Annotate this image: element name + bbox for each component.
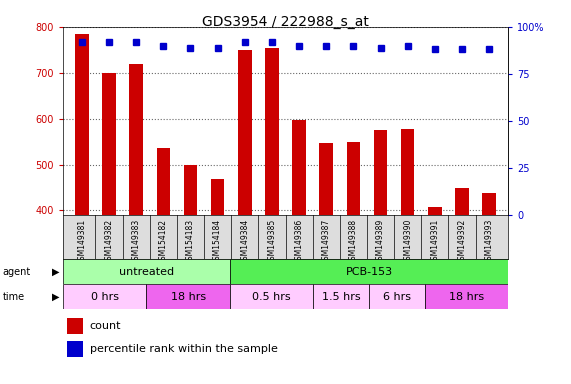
Text: ▶: ▶: [53, 266, 60, 277]
Bar: [401, 129, 415, 215]
Text: GSM149383: GSM149383: [132, 218, 140, 265]
Text: GSM149389: GSM149389: [376, 218, 385, 265]
Text: count: count: [90, 321, 121, 331]
Text: GSM154182: GSM154182: [159, 218, 168, 265]
Bar: [184, 165, 197, 215]
Text: GSM149391: GSM149391: [431, 218, 439, 265]
Bar: [313, 284, 369, 309]
Bar: [369, 284, 425, 309]
Bar: [482, 193, 496, 215]
Bar: [102, 73, 116, 215]
Text: GSM149384: GSM149384: [240, 218, 250, 265]
Text: percentile rank within the sample: percentile rank within the sample: [90, 344, 278, 354]
Bar: [67, 318, 83, 334]
Text: untreated: untreated: [119, 266, 174, 277]
Bar: [238, 50, 252, 215]
Text: GSM154184: GSM154184: [213, 218, 222, 265]
Bar: [211, 179, 224, 215]
Text: ▶: ▶: [53, 291, 60, 302]
Bar: [75, 34, 89, 215]
Text: 0 hrs: 0 hrs: [91, 291, 119, 302]
Bar: [146, 284, 230, 309]
Bar: [230, 259, 508, 284]
Text: GSM154183: GSM154183: [186, 218, 195, 265]
Text: GSM149381: GSM149381: [77, 218, 86, 265]
Text: 0.5 hrs: 0.5 hrs: [252, 291, 291, 302]
Bar: [63, 259, 230, 284]
Bar: [130, 64, 143, 215]
Bar: [67, 341, 83, 357]
Text: GSM149390: GSM149390: [403, 218, 412, 265]
Text: 6 hrs: 6 hrs: [383, 291, 411, 302]
Text: GSM149386: GSM149386: [295, 218, 304, 265]
Bar: [265, 48, 279, 215]
Bar: [455, 187, 469, 215]
Bar: [374, 130, 387, 215]
Bar: [63, 284, 146, 309]
Text: GSM149387: GSM149387: [321, 218, 331, 265]
Bar: [292, 119, 306, 215]
Text: PCB-153: PCB-153: [345, 266, 393, 277]
Bar: [347, 142, 360, 215]
Bar: [319, 142, 333, 215]
Bar: [425, 284, 508, 309]
Text: time: time: [3, 291, 25, 302]
Text: GSM149392: GSM149392: [457, 218, 467, 265]
Text: 18 hrs: 18 hrs: [449, 291, 484, 302]
Text: 1.5 hrs: 1.5 hrs: [322, 291, 360, 302]
Text: agent: agent: [3, 266, 31, 277]
Bar: [428, 207, 441, 215]
Text: GSM149393: GSM149393: [485, 218, 494, 265]
Text: GSM149388: GSM149388: [349, 218, 358, 265]
Text: 18 hrs: 18 hrs: [171, 291, 206, 302]
Text: GSM149385: GSM149385: [267, 218, 276, 265]
Bar: [230, 284, 313, 309]
Text: GSM149382: GSM149382: [104, 218, 114, 265]
Bar: [156, 149, 170, 215]
Text: GDS3954 / 222988_s_at: GDS3954 / 222988_s_at: [202, 15, 369, 29]
